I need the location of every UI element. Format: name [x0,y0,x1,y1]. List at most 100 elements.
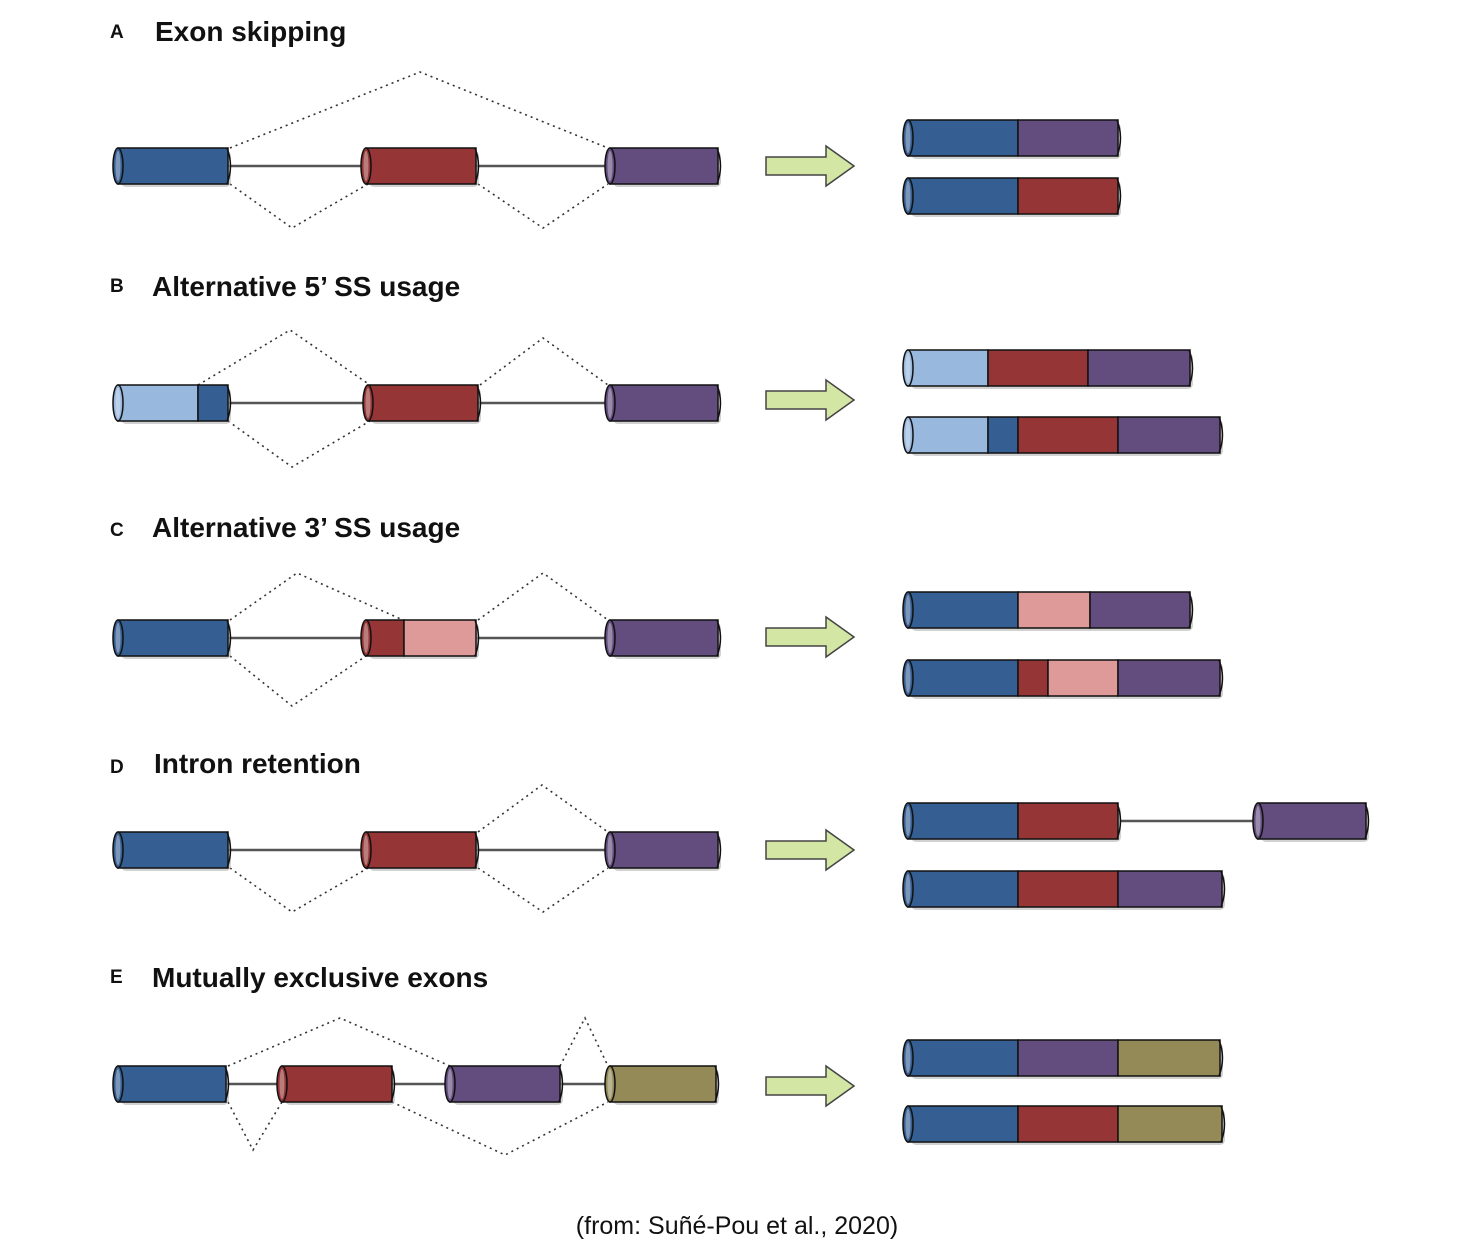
exon-red-highlight [363,151,369,181]
panel-letter-b: B [110,276,124,297]
mrna-blue-red-olive-highlight [905,1109,911,1139]
splice-path [227,1017,451,1067]
exon-red-3ss-highlight [363,623,369,653]
exon-blue-5ss-segment [197,384,229,422]
exon-purple-cap [558,1065,564,1103]
exon-blue-highlight [115,835,121,865]
exon-red-3ss-face [360,619,372,657]
mrna-short-3ss-highlight [905,595,911,625]
splice-path [227,1101,283,1152]
exon-red-face [360,831,372,869]
mrna-spliced-segment [1117,870,1223,908]
mrna-long-3ss-face [902,659,914,697]
mrna-short-5ss-segment [987,349,1089,387]
mrna-long-5ss-segment [987,416,1019,454]
mrna-blue-red-olive-segment [1117,1105,1223,1143]
exon-purple-segment [609,619,719,657]
splice-path [197,329,371,386]
arrow-icon [765,615,856,659]
panel-letter-a: A [110,22,124,43]
mrna-spliced-face [902,870,914,908]
splice-path [477,572,609,621]
mrna-long-3ss-highlight [905,663,911,693]
panel-title-alt-5ss: Alternative 5’ SS usage [152,271,461,302]
mrna-blue-red-face [902,177,914,215]
panel-title-mutually-exclusive: Mutually exclusive exons [152,962,489,993]
exon-red-face [362,384,374,422]
splice-path [479,337,609,386]
mrna-blue-purple-olive-segment [1017,1039,1119,1077]
mrna-retained-intron-segment [1017,802,1119,840]
mrna-spliced-segment [1017,870,1119,908]
exon-blue-highlight [115,151,121,181]
mrna-short-5ss-segment [1087,349,1191,387]
exon-blue-face [112,147,124,185]
mrna-short-3ss-segment [907,591,1019,629]
splice-path [229,655,367,707]
mrna-long-5ss-segment [907,416,989,454]
exon-purple-highlight [607,388,613,418]
mrna-long-3ss-segment [907,659,1019,697]
exon-red-3ss-cap [474,619,480,657]
mrna-short-5ss-segment [907,349,989,387]
exon-red-cap [390,1065,396,1103]
mrna-blue-red-segment [1017,177,1119,215]
mrna-retained-intron-segment [907,802,1019,840]
exon-olive-highlight [607,1069,613,1099]
mrna-blue-red-olive-cap [1220,1105,1226,1143]
mrna-blue-red-olive-face [902,1105,914,1143]
mrna-long-3ss-cap [1218,659,1224,697]
mrna-blue-purple-olive-segment [907,1039,1019,1077]
exon-blue-segment [117,1065,227,1103]
mrna-short-3ss-cap [1188,591,1194,629]
exon-purple-cap [716,147,722,185]
exon-purple-retained-face [1252,802,1264,840]
mrna-blue-purple-olive-highlight [905,1043,911,1073]
exon-olive-face [604,1065,616,1103]
mrna-retained-intron-cap [1116,802,1122,840]
exon-red-highlight [365,388,371,418]
exon-red-highlight [363,835,369,865]
exon-blue-highlight [115,623,121,653]
exon-purple-cap [716,384,722,422]
mrna-long-5ss-segment [1117,416,1221,454]
exon-red-cap [474,147,480,185]
exon-blue-5ss-face [112,384,124,422]
exon-purple-face [604,619,616,657]
exon-purple-highlight [607,623,613,653]
panel-title-exon-skipping: Exon skipping [155,16,347,47]
exon-purple-face [604,147,616,185]
mrna-blue-purple-segment [1017,119,1119,157]
mrna-blue-red-olive-segment [907,1105,1019,1143]
exon-blue-segment [117,619,229,657]
splice-path [559,1016,609,1067]
exon-purple-highlight [607,835,613,865]
splice-path [227,420,371,468]
exon-purple-segment [609,831,719,869]
exon-blue-cap [226,147,232,185]
exon-blue-cap [226,619,232,657]
exon-red-cap [476,384,482,422]
panel-letter-e: E [110,967,123,988]
exon-blue-segment [117,147,229,185]
mrna-long-5ss-face [902,416,914,454]
mrna-long-3ss-segment [1117,659,1221,697]
exon-red-face [276,1065,288,1103]
exon-purple-face [604,384,616,422]
mrna-long-5ss-segment [1017,416,1119,454]
panel-title-intron-retention: Intron retention [154,748,361,779]
arrow-icon [765,144,856,188]
exon-purple-segment [609,384,719,422]
exon-purple-highlight [607,151,613,181]
mrna-retained-intron-face [902,802,914,840]
exon-blue-5ss-segment [117,384,199,422]
skip-path [229,71,609,149]
exon-blue-5ss-cap [226,384,232,422]
source-caption: (from: Suñé-Pou et al., 2020) [575,1212,899,1240]
splice-path [477,867,609,913]
mrna-short-3ss-segment [1017,591,1091,629]
exon-red-highlight [279,1069,285,1099]
exon-blue-face [112,831,124,869]
mrna-long-3ss-segment [1047,659,1119,697]
